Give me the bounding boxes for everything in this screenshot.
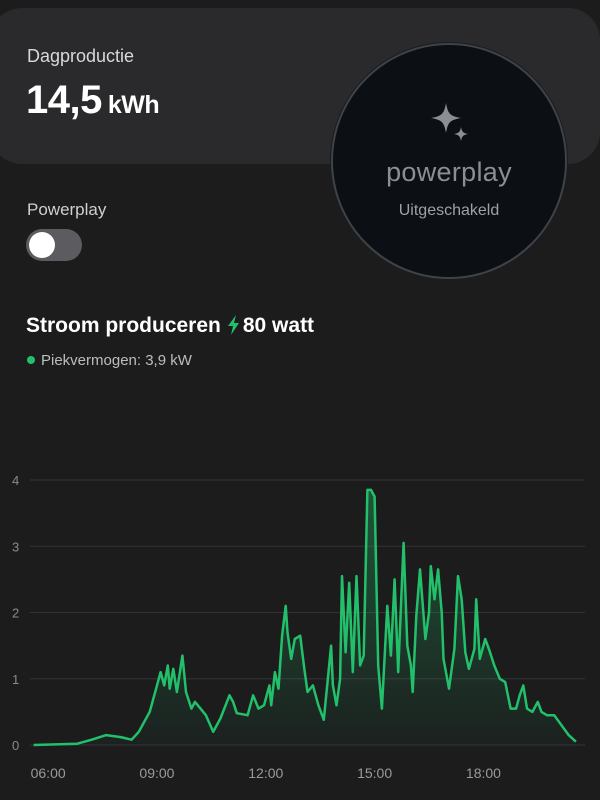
production-watts: 80 watt	[242, 314, 315, 337]
y-tick-label: 1	[12, 672, 19, 687]
y-tick-label: 2	[12, 606, 19, 621]
production-line	[33, 488, 577, 747]
sparkle-icon	[431, 103, 468, 141]
y-tick-label: 4	[12, 473, 19, 488]
y-tick-label: 3	[12, 539, 19, 554]
x-tick-label: 06:00	[31, 765, 66, 781]
powerplay-toggle-label: Powerplay	[27, 200, 107, 219]
production-area	[33, 489, 576, 745]
day-production-unit: kWh	[107, 91, 160, 119]
toggle-knob	[29, 232, 55, 258]
x-tick-label: 09:00	[139, 765, 174, 781]
day-production-value: 14,5 kWh	[26, 78, 160, 122]
x-tick-label: 18:00	[466, 765, 501, 781]
y-tick-label: 0	[12, 738, 19, 753]
x-tick-label: 15:00	[357, 765, 392, 781]
production-title: Stroom produceren 80 watt	[26, 314, 315, 337]
peak-power: Piekvermogen: 3,9 kW	[27, 352, 192, 369]
powerplay-logo-text: powerplay	[386, 157, 512, 187]
day-production-label: Dagproductie	[27, 46, 135, 66]
powerplay-toggle[interactable]	[26, 229, 82, 261]
powerplay-status-text: Uitgeschakeld	[398, 202, 500, 219]
legend-dot	[27, 356, 35, 364]
production-chart: 0 1 2 3 4 06:00 09:00 12:00 15:00 18:00	[12, 473, 585, 781]
x-tick-label: 12:00	[248, 765, 283, 781]
powerplay-status-badge[interactable]: powerplay Uitgeschakeld	[331, 43, 567, 279]
lightning-bolt-icon	[227, 315, 239, 335]
